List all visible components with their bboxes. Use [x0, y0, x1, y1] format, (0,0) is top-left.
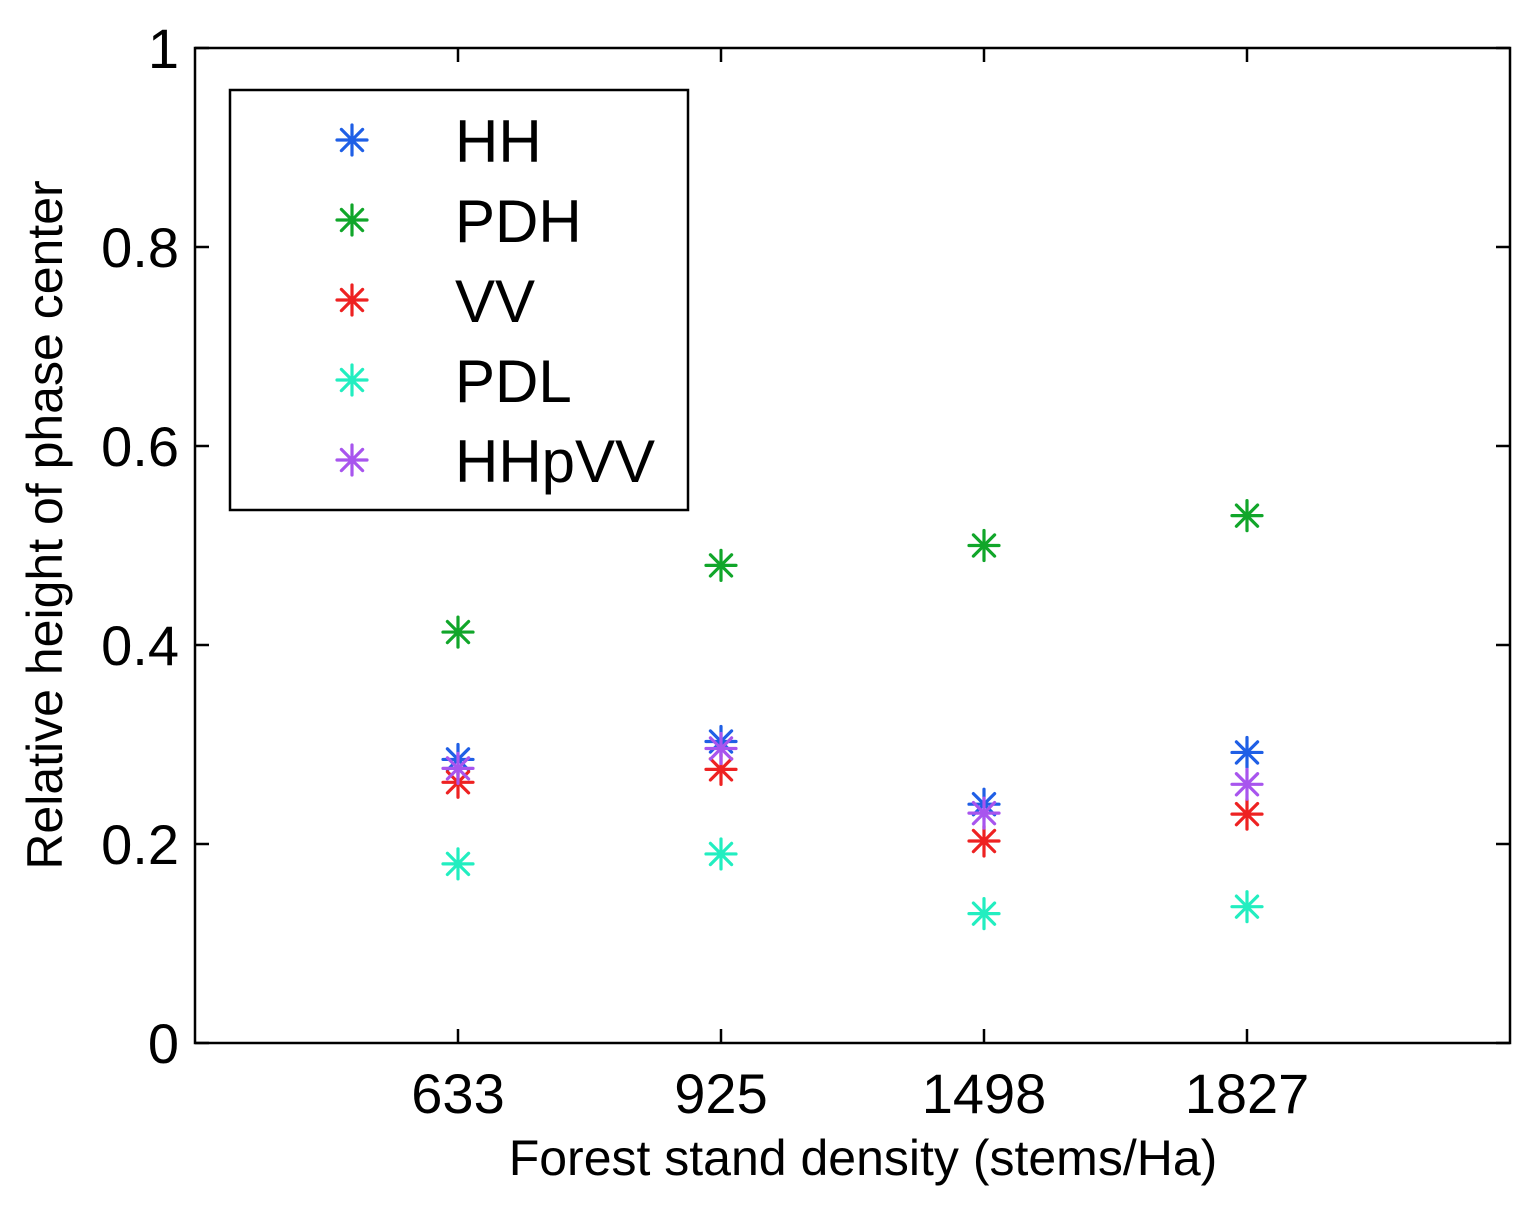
- point-pdl: [967, 897, 1001, 931]
- legend-marker-vv: [335, 283, 369, 317]
- legend-marker-hhpvv: [335, 443, 369, 477]
- y-tick-label: 0.8: [101, 216, 179, 279]
- legend-box: [228, 88, 690, 512]
- point-hhpvv: [967, 796, 1001, 830]
- point-hhpvv: [441, 751, 475, 785]
- legend-marker-pdh: [335, 203, 369, 237]
- point-pdh: [441, 615, 475, 649]
- x-axis: 633 925 1498 1827: [411, 48, 1309, 1125]
- x-axis-label: Forest stand density (stems/Ha): [509, 1130, 1218, 1186]
- x-tick-label: 633: [411, 1062, 504, 1125]
- legend-marker-pdl: [335, 363, 369, 397]
- x-tick-label: 1827: [1185, 1062, 1310, 1125]
- point-pdh: [704, 548, 738, 583]
- point-pdl: [1230, 890, 1264, 924]
- y-tick-label: 0: [148, 1012, 179, 1075]
- point-vv: [1230, 797, 1264, 831]
- x-tick-label: 925: [674, 1062, 767, 1125]
- y-tick-label: 0.2: [101, 813, 179, 876]
- point-pdh: [1230, 499, 1264, 533]
- point-hh: [1230, 735, 1264, 770]
- legend-label-vv: VV: [455, 268, 535, 335]
- legend-label-hhpvv: HHpVV: [455, 428, 655, 495]
- y-axis: 0 0.2 0.4 0.6 0.8 1: [101, 17, 1510, 1075]
- y-tick-label: 0.4: [101, 614, 179, 677]
- y-tick-label: 1: [148, 17, 179, 80]
- y-axis-label: Relative height of phase center: [17, 180, 73, 869]
- point-pdh: [967, 528, 1001, 563]
- point-hhpvv: [1230, 767, 1264, 801]
- y-tick-label: 0.6: [101, 415, 179, 478]
- legend-label-pdh: PDH: [455, 188, 582, 255]
- point-hhpvv: [704, 731, 738, 766]
- data-markers: [441, 499, 1264, 931]
- point-vv: [967, 824, 1001, 858]
- x-tick-label: 1498: [922, 1062, 1047, 1125]
- point-pdl: [441, 847, 475, 881]
- legend-label-hh: HH: [455, 108, 542, 175]
- legend-label-pdl: PDL: [455, 348, 572, 415]
- legend: HH PDH VV PDL HHpVV: [228, 88, 690, 512]
- point-pdl: [704, 837, 738, 871]
- legend-marker-hh: [335, 123, 369, 157]
- point-vv: [704, 752, 738, 786]
